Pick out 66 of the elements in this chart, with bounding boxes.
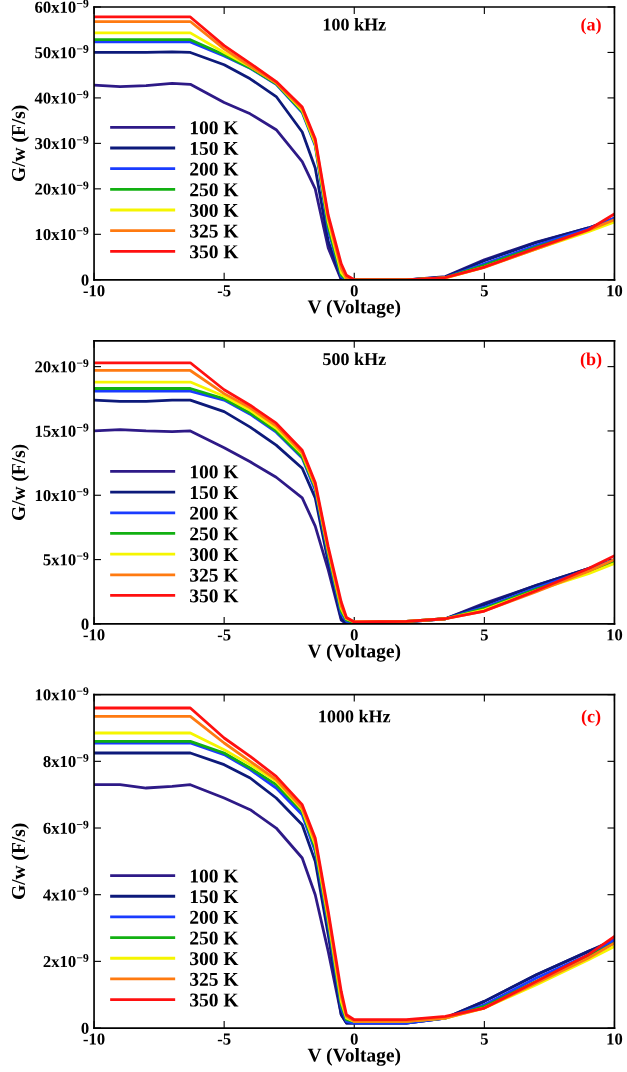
- annotation: (b): [580, 352, 602, 369]
- legend-label: 200 K: [190, 910, 239, 924]
- y-tick-label: 6x10$^{−9}$: [43, 820, 89, 834]
- y-tick-label: 2x10$^{−9}$: [43, 953, 89, 968]
- legend-label: 100 K: [190, 869, 239, 883]
- legend-label: 300 K: [190, 952, 239, 966]
- x-tick-label: 10: [607, 629, 623, 641]
- text: 1000 kHz: [319, 709, 391, 723]
- y-tick-label: 10x10$^{−9}$: [35, 226, 89, 241]
- y-tick-label: 8x10$^{−9}$: [43, 753, 89, 768]
- y-tick-label: 0: [81, 1022, 89, 1034]
- legend-label: 150 K: [190, 485, 239, 500]
- legend-label: 150 K: [190, 890, 239, 904]
- chart-title: 500 kHz: [323, 352, 386, 366]
- legend-label: 250 K: [190, 183, 239, 197]
- legend-label: 300 K: [190, 203, 239, 217]
- legend-label: 200 K: [190, 162, 239, 176]
- legend-label: 300 K: [190, 547, 239, 562]
- x-tick-label: 10: [607, 1033, 623, 1045]
- legend-label: 350 K: [190, 245, 239, 259]
- y-tick-label: 0: [81, 618, 89, 630]
- y-axis-title: G/w (F/s): [11, 823, 29, 900]
- y-tick-label: 15x10$^{−9}$: [35, 423, 89, 437]
- y-tick-label: 5x10$^{−9}$: [43, 552, 89, 566]
- x-tick-label: -10: [83, 1033, 105, 1045]
- x-tick-label: -5: [217, 285, 231, 297]
- y-tick-label: 60x10$^{−9}$: [35, 0, 89, 13]
- y-tick-label: 30x10$^{−9}$: [35, 136, 89, 150]
- legend-label: 350 K: [190, 589, 239, 603]
- y-tick-label: 0: [81, 274, 89, 286]
- legend-label: 200 K: [190, 506, 239, 520]
- y-axis-title: G/w (F/s): [11, 105, 29, 182]
- legend-label: 150 K: [190, 141, 239, 155]
- x-tick-label: -5: [217, 1033, 231, 1045]
- legend-label: 100 K: [190, 121, 239, 135]
- legend-label: 325 K: [190, 568, 239, 582]
- x-tick-label: 0: [350, 629, 358, 641]
- x-tick-label: -5: [217, 629, 231, 641]
- legend-label: 250 K: [190, 527, 239, 541]
- legend-label: 100 K: [190, 465, 239, 479]
- legend-label: 250 K: [190, 931, 239, 945]
- x-tick-label: 0: [350, 1033, 358, 1045]
- x-tick-label: -10: [83, 285, 105, 297]
- y-tick-label: 10x10$^{−9}$: [35, 687, 89, 701]
- legend-label: 350 K: [190, 993, 239, 1007]
- x-tick-label: 0: [350, 285, 358, 297]
- legend-label: 325 K: [190, 972, 239, 986]
- x-axis-title: V (Voltage): [307, 299, 401, 318]
- x-tick-label: 10: [607, 285, 623, 297]
- y-tick-label: 50x10$^{−9}$: [35, 45, 89, 59]
- x-axis-title: V (Voltage): [307, 643, 401, 662]
- y-tick-label: 20x10$^{−9}$: [35, 359, 89, 373]
- x-tick-label: -10: [83, 629, 105, 641]
- x-tick-label: 5: [480, 1033, 488, 1045]
- y-tick-label: 40x10$^{−9}$: [34, 90, 89, 104]
- y-tick-label: 4x10$^{−9}$: [43, 887, 89, 901]
- y-axis-title: G/w (F/s): [11, 444, 29, 521]
- legend-label: 325 K: [190, 224, 239, 238]
- annotation: (c): [581, 709, 601, 727]
- chart-title: 100 kHz: [323, 17, 386, 31]
- annotation: (a): [581, 17, 601, 35]
- y-tick-label: 20x10$^{−9}$: [35, 181, 89, 195]
- x-axis-title: V (Voltage): [307, 1048, 401, 1066]
- x-tick-label: 5: [480, 285, 488, 297]
- x-tick-label: 5: [480, 629, 488, 641]
- y-tick-label: 10x10$^{−9}$: [35, 487, 89, 502]
